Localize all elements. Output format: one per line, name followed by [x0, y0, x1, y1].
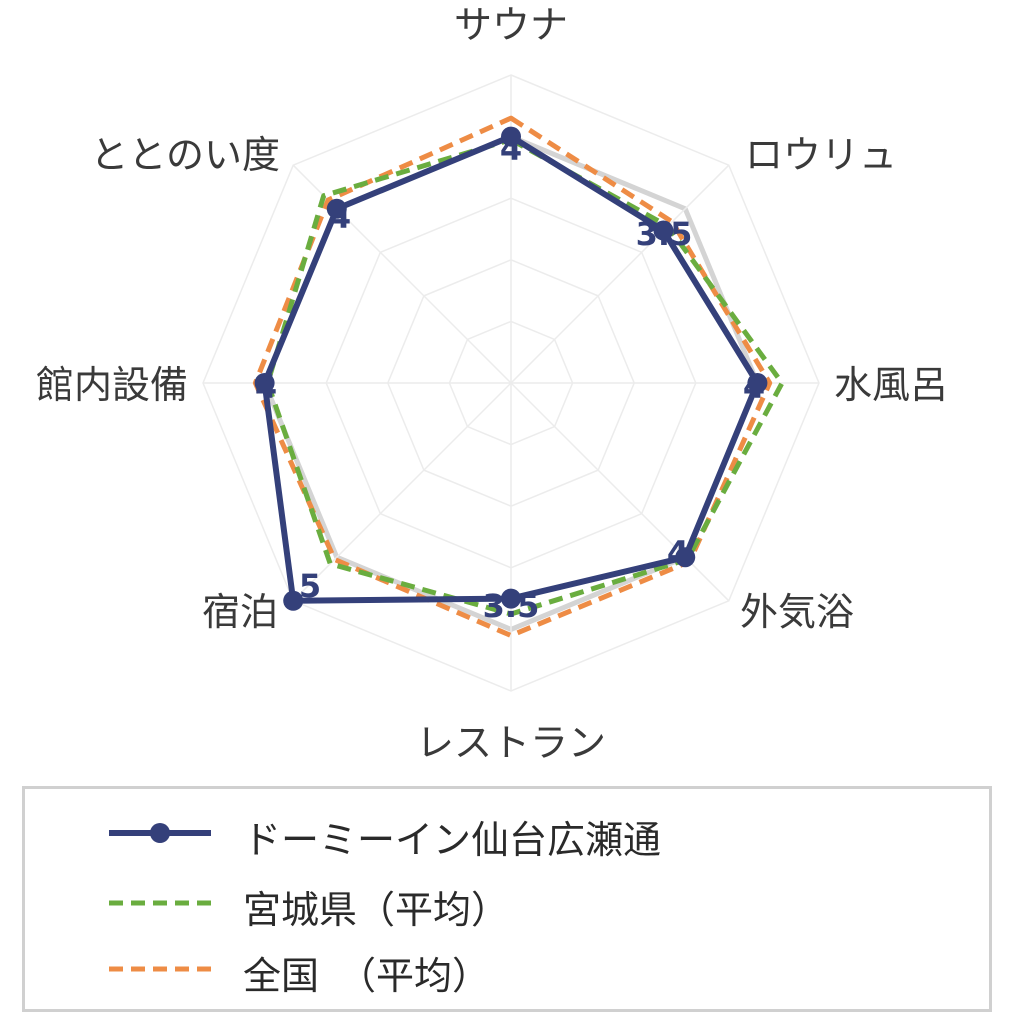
- axis-label-4: 外気浴: [740, 590, 854, 634]
- series-point-4: [675, 547, 696, 568]
- axis-label-1: サウナ: [454, 3, 568, 47]
- legend-item-national: 全国 （平均）: [25, 939, 989, 999]
- series-point-2: [653, 220, 674, 241]
- value-label-6: 5: [299, 567, 321, 605]
- grid-spoke-4: [510, 382, 730, 602]
- value-label-7: 4: [255, 368, 277, 406]
- legend-label-dormy: ドーミーイン仙台広瀬通: [243, 818, 662, 862]
- value-labels: 4 3.5 4 4 3.5 5 4 4: [255, 130, 765, 625]
- axis-label-5: レストラン: [416, 721, 606, 765]
- radar-series: [252, 115, 785, 639]
- series-point-5: [501, 588, 521, 609]
- axis-label-7: 館内設備: [36, 363, 188, 407]
- series-point-1: [501, 126, 521, 147]
- value-label-2: 3.5: [636, 215, 693, 253]
- axis-label-2: ロウリュ: [745, 133, 897, 177]
- axis-label-3: 水風呂: [834, 363, 948, 407]
- legend-label-miyagi: 宮城県（平均）: [243, 888, 510, 932]
- series-point-3: [747, 373, 768, 393]
- grid-spoke-2: [510, 164, 730, 384]
- value-label-4: 4: [667, 534, 689, 572]
- legend-item-miyagi: 宮城県（平均）: [25, 873, 989, 933]
- value-label-3: 4: [743, 368, 765, 406]
- series-line-2: [265, 137, 785, 617]
- grid-spoke-6: [292, 382, 512, 602]
- series-point-7: [254, 373, 275, 393]
- legend-swatch-miyagi: [109, 900, 211, 906]
- axis-label-6: 宿泊: [202, 590, 278, 634]
- axis-label-8: ととのい度: [90, 133, 280, 177]
- value-label-1: 4: [500, 130, 522, 168]
- value-label-5: 3.5: [483, 587, 540, 625]
- value-label-8: 4: [329, 198, 351, 236]
- legend-swatch-dormy: [109, 823, 211, 843]
- legend-swatch-national: [109, 966, 211, 972]
- legend-label-national: 全国 （平均）: [243, 954, 491, 998]
- series-point-8: [326, 198, 347, 219]
- legend: ドーミーイン仙台広瀬通 宮城県（平均） 全国 （平均）: [22, 786, 992, 1012]
- series-point-6: [283, 590, 304, 611]
- legend-item-dormy: ドーミーイン仙台広瀬通: [25, 803, 989, 863]
